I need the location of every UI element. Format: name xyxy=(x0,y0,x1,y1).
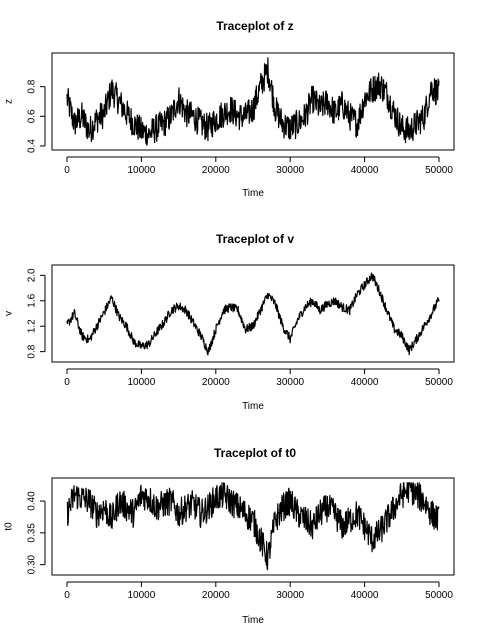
y-tick-label: 0.4 xyxy=(27,139,38,153)
data-point xyxy=(439,94,440,95)
x-tick-label: 40000 xyxy=(351,590,379,601)
plot-frame xyxy=(51,264,455,363)
trace-line-t0 xyxy=(66,482,440,571)
y-tick-label: 1.6 xyxy=(27,293,38,307)
y-tick-label: 0.40 xyxy=(27,491,38,511)
chart-title: Traceplot of v xyxy=(216,232,294,246)
y-tick-label: 1.2 xyxy=(27,319,38,333)
x-tick-label: 0 xyxy=(64,377,70,388)
x-axis-label: Time xyxy=(242,188,264,199)
x-tick-label: 50000 xyxy=(425,590,453,601)
x-tick-label: 0 xyxy=(64,165,70,176)
x-tick-label: 10000 xyxy=(127,165,155,176)
x-tick-label: 30000 xyxy=(276,377,304,388)
y-axis-label: v xyxy=(4,311,15,316)
x-tick-label: 10000 xyxy=(127,377,155,388)
y-axis-label: t0 xyxy=(4,522,15,531)
x-tick-label: 50000 xyxy=(425,377,453,388)
y-axis-label: z xyxy=(4,99,15,104)
x-tick-label: 40000 xyxy=(351,165,379,176)
data-point xyxy=(67,324,68,325)
panel-0: Traceplot of z 0 10000 20000 30000 40000 50000… xyxy=(4,19,455,199)
y-tick-label: 0.8 xyxy=(27,344,38,358)
plot-frame xyxy=(51,477,455,576)
x-tick-label: 50000 xyxy=(425,165,453,176)
x-axis-label: Time xyxy=(242,615,264,626)
x-tick-label: 20000 xyxy=(202,165,230,176)
panel-2: Traceplot of t0 0 10000 20000 30000 40000 5000… xyxy=(4,446,455,626)
y-tick-label: 0.6 xyxy=(27,109,38,123)
x-tick-label: 0 xyxy=(64,590,70,601)
x-tick-label: 40000 xyxy=(351,377,379,388)
plot-frame xyxy=(51,52,455,151)
data-point xyxy=(439,520,440,521)
data-point xyxy=(260,86,261,87)
y-tick-label: 0.35 xyxy=(27,523,38,543)
x-tick-label: 10000 xyxy=(127,590,155,601)
chart-title: Traceplot of t0 xyxy=(214,446,296,460)
x-tick-label: 20000 xyxy=(202,377,230,388)
x-tick-label: 30000 xyxy=(276,165,304,176)
x-tick-label: 20000 xyxy=(202,590,230,601)
panel-1: Traceplot of v 0 10000 20000 30000 40000 50000… xyxy=(4,232,455,412)
x-tick-label: 30000 xyxy=(276,590,304,601)
trace-line-v xyxy=(66,272,440,356)
y-tick-label: 2.0 xyxy=(27,268,38,282)
y-tick-label: 0.8 xyxy=(27,79,38,93)
trace-line-z xyxy=(66,57,440,146)
chart-title: Traceplot of z xyxy=(216,19,293,33)
x-axis-label: Time xyxy=(242,401,264,412)
y-tick-label: 0.30 xyxy=(27,554,38,574)
